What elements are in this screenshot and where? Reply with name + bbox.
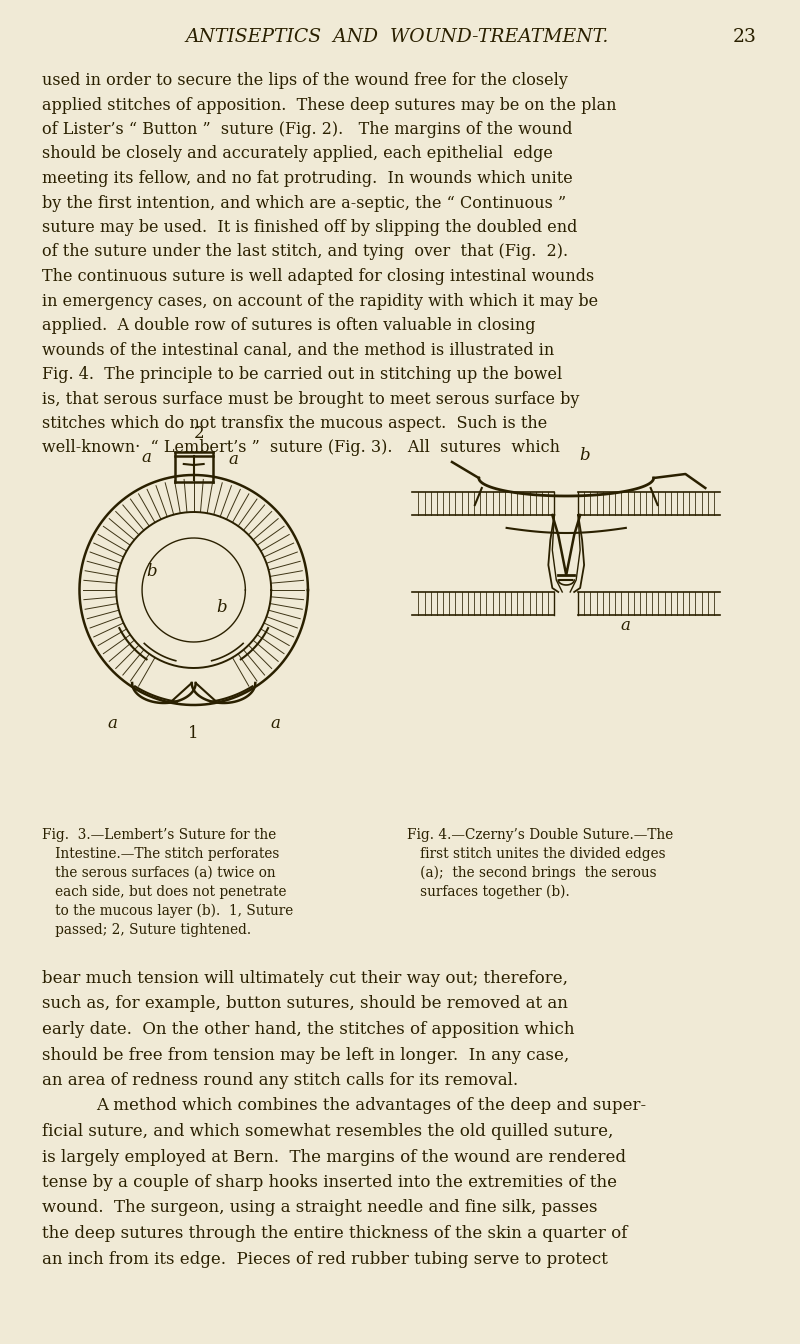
Text: by the first intention, and which are a-septic, the “ Continuous ”: by the first intention, and which are a-… (42, 195, 566, 211)
Text: wounds of the intestinal canal, and the method is illustrated in: wounds of the intestinal canal, and the … (42, 341, 554, 359)
Text: an inch from its edge.  Pieces of red rubber tubing serve to protect: an inch from its edge. Pieces of red rub… (42, 1250, 607, 1267)
Text: should be closely and accurately applied, each epithelial  edge: should be closely and accurately applied… (42, 145, 553, 163)
Text: a: a (229, 452, 238, 469)
Text: is, that serous surface must be brought to meet serous surface by: is, that serous surface must be brought … (42, 391, 579, 407)
Text: ficial suture, and which somewhat resembles the old quilled suture,: ficial suture, and which somewhat resemb… (42, 1124, 613, 1140)
Text: meeting its fellow, and no fat protruding.  In wounds which unite: meeting its fellow, and no fat protrudin… (42, 169, 573, 187)
Text: 1: 1 (188, 724, 199, 742)
Text: suture may be used.  It is finished off by slipping the doubled end: suture may be used. It is finished off b… (42, 219, 577, 237)
Text: bear much tension will ultimately cut their way out; therefore,: bear much tension will ultimately cut th… (42, 970, 568, 986)
Text: Intestine.—The stitch perforates: Intestine.—The stitch perforates (42, 847, 279, 862)
Text: an area of redness round any stitch calls for its removal.: an area of redness round any stitch call… (42, 1073, 518, 1089)
Text: b: b (578, 446, 590, 464)
Text: b: b (216, 599, 227, 617)
Text: first stitch unites the divided edges: first stitch unites the divided edges (407, 847, 666, 862)
Text: surfaces together (b).: surfaces together (b). (407, 884, 570, 899)
Text: a: a (107, 715, 117, 731)
Text: 2: 2 (194, 425, 204, 441)
Text: a: a (270, 715, 280, 731)
Text: b: b (146, 563, 158, 581)
Text: of the suture under the last stitch, and tying  over  that (Fig.  2).: of the suture under the last stitch, and… (42, 243, 568, 261)
Text: 23: 23 (733, 28, 757, 46)
Text: each side, but does not penetrate: each side, but does not penetrate (42, 884, 286, 899)
Text: stitches which do not transfix the mucous aspect.  Such is the: stitches which do not transfix the mucou… (42, 415, 547, 431)
Text: applied stitches of apposition.  These deep sutures may be on the plan: applied stitches of apposition. These de… (42, 97, 616, 113)
Text: used in order to secure the lips of the wound free for the closely: used in order to secure the lips of the … (42, 73, 567, 89)
Text: tense by a couple of sharp hooks inserted into the extremities of the: tense by a couple of sharp hooks inserte… (42, 1175, 617, 1191)
Text: (a);  the second brings  the serous: (a); the second brings the serous (407, 866, 657, 880)
Text: a: a (621, 617, 630, 633)
Text: should be free from tension may be left in longer.  In any case,: should be free from tension may be left … (42, 1047, 569, 1063)
Text: the deep sutures through the entire thickness of the skin a quarter of: the deep sutures through the entire thic… (42, 1224, 627, 1242)
Text: passed; 2, Suture tightened.: passed; 2, Suture tightened. (42, 923, 251, 937)
Text: early date.  On the other hand, the stitches of apposition which: early date. On the other hand, the stitc… (42, 1021, 574, 1038)
Text: such as, for example, button sutures, should be removed at an: such as, for example, button sutures, sh… (42, 996, 567, 1012)
Text: applied.  A double row of sutures is often valuable in closing: applied. A double row of sutures is ofte… (42, 317, 535, 335)
Text: A method which combines the advantages of the deep and super-: A method which combines the advantages o… (96, 1098, 646, 1114)
Text: of Lister’s “ Button ”  suture (Fig. 2).   The margins of the wound: of Lister’s “ Button ” suture (Fig. 2). … (42, 121, 572, 138)
Text: is largely employed at Bern.  The margins of the wound are rendered: is largely employed at Bern. The margins… (42, 1149, 626, 1165)
Text: Fig. 4.  The principle to be carried out in stitching up the bowel: Fig. 4. The principle to be carried out … (42, 366, 562, 383)
Text: Fig.  3.—Lembert’s Suture for the: Fig. 3.—Lembert’s Suture for the (42, 828, 276, 841)
Text: the serous surfaces (a) twice on: the serous surfaces (a) twice on (42, 866, 275, 880)
Text: well-known·  “ Lembert’s ”  suture (Fig. 3).   All  sutures  which: well-known· “ Lembert’s ” suture (Fig. 3… (42, 439, 560, 457)
Text: in emergency cases, on account of the rapidity with which it may be: in emergency cases, on account of the ra… (42, 293, 598, 309)
Text: The continuous suture is well adapted for closing intestinal wounds: The continuous suture is well adapted fo… (42, 267, 594, 285)
Text: to the mucous layer (b).  1, Suture: to the mucous layer (b). 1, Suture (42, 905, 293, 918)
Text: wound.  The surgeon, using a straight needle and fine silk, passes: wound. The surgeon, using a straight nee… (42, 1199, 598, 1216)
Text: ANTISEPTICS  AND  WOUND-TREATMENT.: ANTISEPTICS AND WOUND-TREATMENT. (186, 28, 609, 46)
Text: a: a (141, 449, 151, 465)
Text: Fig. 4.—Czerny’s Double Suture.—The: Fig. 4.—Czerny’s Double Suture.—The (407, 828, 674, 841)
